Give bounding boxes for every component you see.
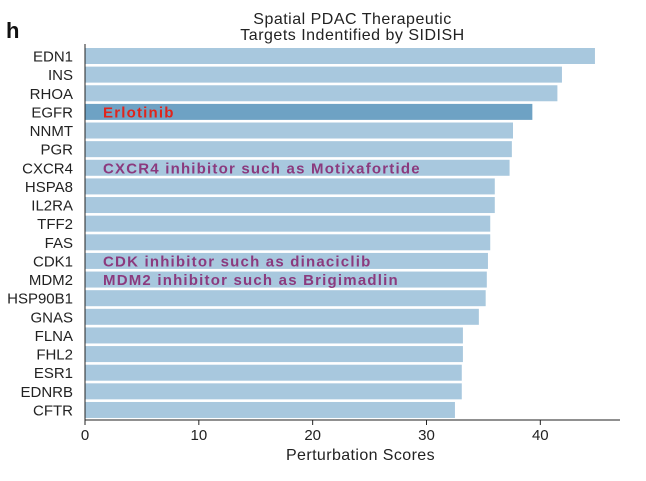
category-label-fhl2: FHL2 [36,347,73,364]
bar-cftr [85,401,455,418]
annotation-egfr: Erlotinib [103,104,175,121]
x-axis-label: Perturbation Scores [286,447,435,464]
x-tick-label-30: 30 [418,427,435,444]
bar-esr1 [85,364,462,381]
bar-rhoa [85,85,558,102]
category-label-egfr: EGFR [31,104,73,121]
annotations-group: Erlotinib CXCR4 inhibitor such as Motixaf… [103,104,421,289]
bar-fas [85,234,491,251]
bars-group [85,48,595,418]
bar-pgr [85,141,512,158]
category-label-nnmt: NNMT [30,123,73,140]
bar-nnmt [85,122,513,139]
category-label-rhoa: RHOA [30,86,73,103]
category-label-pgr: PGR [40,142,73,159]
category-label-fas: FAS [45,235,73,252]
bar-gnas [85,308,479,325]
bar-fhl2 [85,346,463,363]
annotation-mdm2: MDM2 inhibitor such as Brigimadlin [103,272,399,289]
category-label-hsp90b1: HSP90B1 [7,291,73,308]
bar-cxcr4 [85,159,510,176]
category-label-esr1: ESR1 [34,365,73,382]
bar-tff2 [85,215,491,232]
bar-edn1 [85,48,595,64]
annotation-cdk1: CDK inhibitor such as dinaciclib [103,253,371,270]
bar-ednrb [85,383,462,400]
category-label-flna: FLNA [35,328,73,345]
category-label-edn1: EDN1 [33,49,73,66]
category-label-cdk1: CDK1 [33,253,73,270]
x-axis-group: 0 10 20 30 40 Perturbation Scores [81,44,620,464]
x-tick-label-20: 20 [304,427,321,444]
x-tick-label-40: 40 [532,427,549,444]
category-label-hspa8: HSPA8 [25,179,73,196]
category-label-mdm2: MDM2 [29,272,73,289]
category-label-ins: INS [48,67,73,84]
chart-title-line-1: Spatial PDAC Therapeutic [253,11,452,28]
bar-il2ra [85,197,495,214]
category-label-cxcr4: CXCR4 [22,160,73,177]
bar-hsp90b1 [85,290,486,307]
category-label-cftr: CFTR [33,402,73,419]
category-label-gnas: GNAS [30,309,73,326]
annotation-cxcr4: CXCR4 inhibitor such as Motixafortide [103,160,421,177]
x-tick-label-0: 0 [81,427,89,444]
category-label-ednrb: EDNRB [20,384,73,401]
category-label-tff2: TFF2 [37,216,73,233]
panel-label: h [6,18,20,43]
chart-title-line-2: Targets Indentified by SIDISH [240,27,465,44]
x-tick-label-10: 10 [190,427,207,444]
bar-mdm2 [85,271,487,288]
bar-cdk1 [85,252,488,269]
category-label-il2ra: IL2RA [31,198,73,215]
bar-egfr [85,103,533,120]
bar-hspa8 [85,178,495,195]
bar-ins [85,66,562,83]
bar-flna [85,327,463,344]
